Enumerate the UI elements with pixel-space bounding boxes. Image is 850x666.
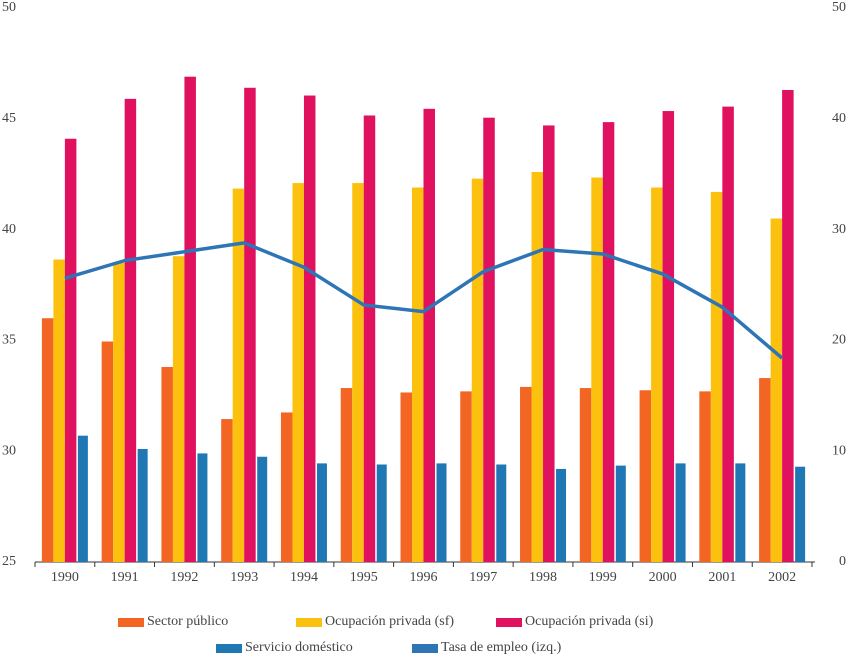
bar [675,463,686,562]
bar [400,392,412,562]
y-tick-label: 45 [2,111,16,126]
bar [184,76,196,563]
bar [172,256,185,562]
y-tick-label: 25 [2,554,16,569]
bar [280,412,293,562]
bar [722,106,734,562]
bar [483,117,495,562]
legend-label: Sector público [147,614,228,629]
bar [244,87,256,562]
bar [556,468,567,562]
bar [579,388,592,562]
bar [735,463,746,562]
y2-tick-label: 40 [832,111,846,126]
legend-label: Tasa de empleo (izq.) [441,640,562,655]
bar [795,466,806,562]
y2-tick-label: 10 [832,443,846,458]
bar [543,125,555,562]
legend-swatch [296,618,322,627]
y-tick-label: 50 [2,0,16,15]
y2-tick-label: 50 [832,0,846,15]
x-tick-label: 1990 [51,570,79,585]
bar [639,390,652,562]
bar [292,183,304,562]
bar [412,187,424,562]
bar [232,188,245,562]
bar [101,341,114,562]
line [64,241,784,360]
x-tick-label: 2000 [649,570,677,585]
legend-swatch [118,618,144,627]
bar [197,453,208,562]
bar [41,318,54,562]
bar [316,463,327,562]
legend-label: Ocupación privada (sf) [325,614,454,629]
y-tick-label: 40 [2,222,16,237]
x-tick-label: 2001 [708,570,736,585]
bar [257,456,268,562]
bar [221,419,233,562]
legend-swatch [216,644,242,653]
bar [710,191,723,563]
bar [436,463,447,562]
bar [651,187,663,562]
bar [423,108,435,562]
x-tick-label: 1995 [350,570,378,585]
bar [53,259,65,562]
bar [615,465,626,562]
bar [64,138,77,562]
bar [699,391,711,562]
x-tick-label: 2002 [768,570,796,585]
bar [303,95,316,563]
x-tick-label: 1997 [469,570,497,585]
x-tick-label: 1999 [589,570,617,585]
x-tick-label: 1994 [290,570,318,585]
bar [471,178,484,562]
x-tick-label: 1993 [230,570,258,585]
legend-label: Ocupación privada (si) [525,614,654,629]
legend-swatch [412,644,438,653]
bar [759,378,771,562]
bar [782,89,794,562]
y-tick-label: 30 [2,443,16,458]
x-tick-label: 1996 [410,570,438,585]
bar [520,386,532,562]
bar [602,122,615,563]
bar [113,262,125,562]
y2-tick-label: 20 [832,333,846,348]
bar [352,183,364,562]
bar [363,115,376,562]
bar [770,218,783,562]
x-tick-label: 1991 [111,570,139,585]
bar [161,366,173,562]
legend-label: Servicio doméstico [245,640,353,655]
bar [531,171,544,562]
bar [591,177,603,563]
x-tick-label: 1998 [529,570,557,585]
bar [376,464,387,562]
legend-swatch [496,618,522,627]
bar [662,111,675,562]
y2-tick-label: 30 [832,222,846,237]
bar [77,435,88,562]
bar [137,448,148,562]
y-tick-label: 35 [2,333,16,348]
y2-tick-label: 0 [839,554,846,569]
bar [340,388,353,562]
bar [496,464,507,562]
bar [460,391,472,562]
bar [124,98,137,562]
x-tick-label: 1992 [170,570,198,585]
